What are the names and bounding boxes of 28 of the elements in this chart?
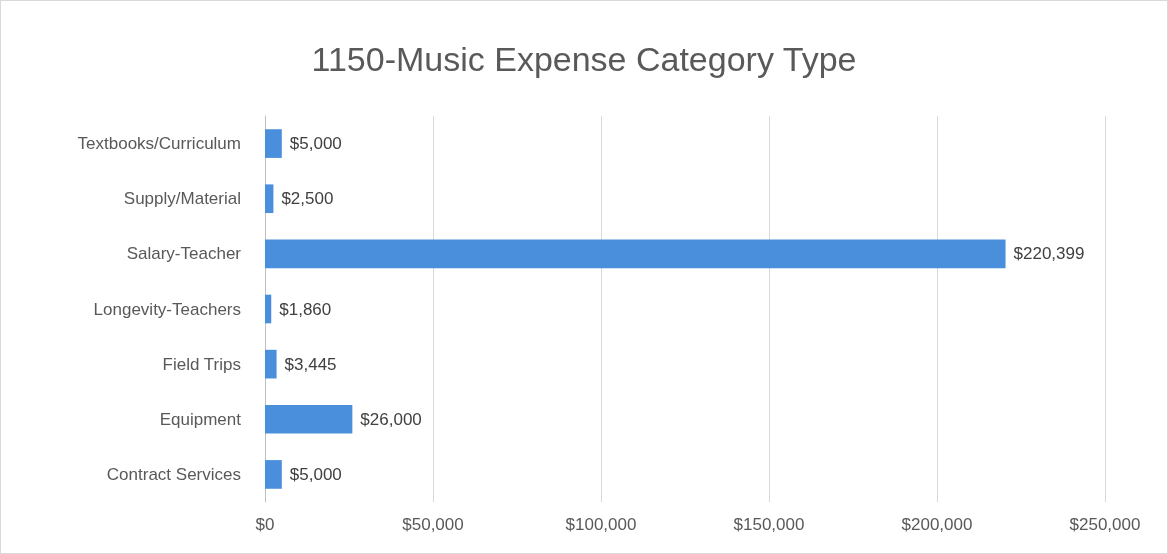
y-tick-label: Salary-Teacher [126,244,242,264]
x-tick-label: $200,000 [901,515,973,534]
data-label: $5,000 [289,464,342,484]
y-tick-label: Textbooks/Curriculum [77,134,241,154]
x-tick-label: $0 [255,515,275,534]
y-tick-label: Supply/Material [123,189,241,209]
bar [265,404,353,434]
y-tick-label: Field Trips [162,354,241,374]
chart-title: 1150-Music Expense Category Type [311,40,857,78]
y-tick-label: Contract Services [106,464,241,484]
data-label: $5,000 [289,134,342,154]
x-tick-label: $100,000 [565,515,637,534]
bar [265,349,277,379]
bar [265,294,272,324]
data-label: $26,000 [360,409,422,429]
x-tick-label: $50,000 [402,515,464,534]
data-label: $220,399 [1013,244,1085,264]
bar [265,239,1006,269]
x-tick-label: $150,000 [733,515,805,534]
y-tick-label: Equipment [159,409,242,429]
data-label: $1,860 [279,299,332,319]
bar [265,460,282,489]
bar [265,184,274,214]
y-tick-label: Longevity-Teachers [93,299,241,319]
data-label: $2,500 [281,189,334,209]
x-tick-label: $250,000 [1069,515,1141,534]
data-label: $3,445 [284,354,337,374]
bar [265,129,282,158]
